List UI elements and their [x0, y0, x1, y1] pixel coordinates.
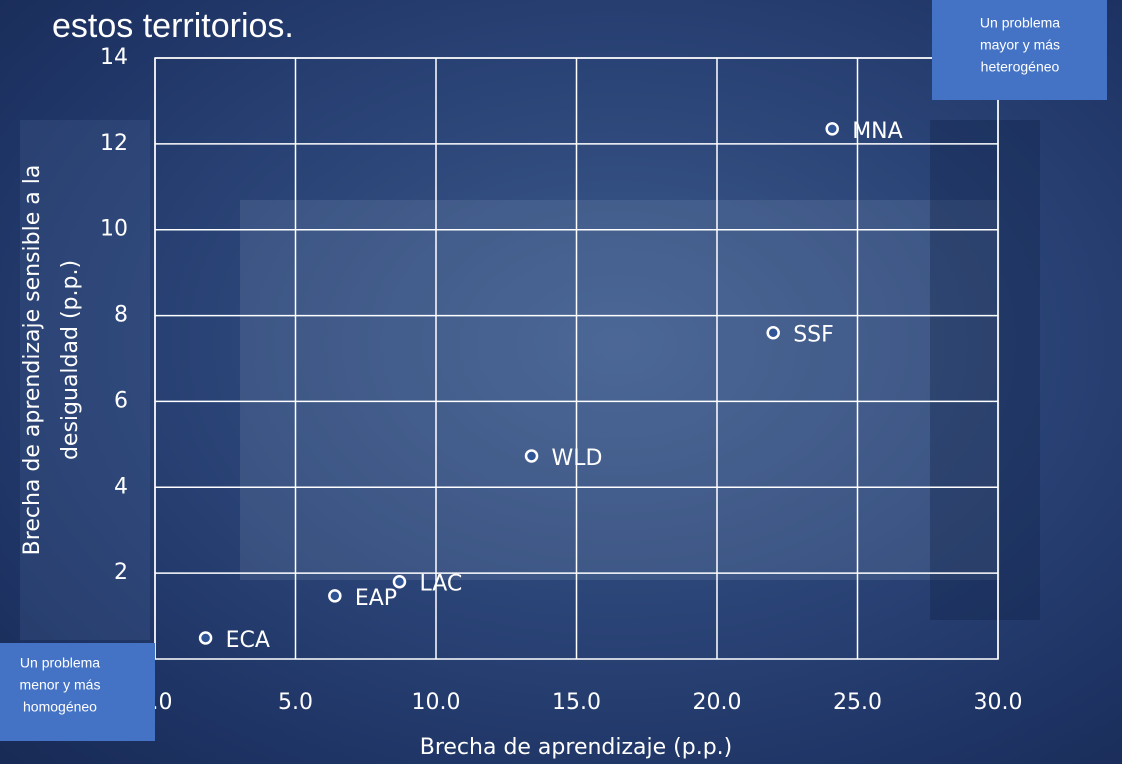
x-tick-label: 15.0 — [552, 690, 601, 715]
x-tick-label: 30.0 — [974, 690, 1023, 715]
point-label: SSF — [793, 323, 834, 348]
data-point — [524, 449, 539, 463]
annotation-text: Un problema — [20, 655, 100, 671]
photo-shade — [20, 120, 150, 640]
point-label: ECA — [226, 628, 270, 653]
x-tick-label: 25.0 — [833, 690, 882, 715]
photo-shade — [240, 200, 1000, 580]
x-tick-label: 5.0 — [278, 690, 313, 715]
annotation-box — [0, 643, 155, 741]
point-label: LAC — [419, 572, 462, 597]
annotation-text: Un problema — [980, 15, 1060, 31]
y-tick-label: 12 — [100, 131, 128, 156]
data-point — [198, 631, 213, 645]
y-tick-label: 2 — [114, 560, 128, 585]
y-tick-label: 14 — [100, 45, 128, 70]
annotation-text: mayor y más — [980, 37, 1060, 53]
photo-shade — [930, 120, 1040, 620]
data-point — [825, 122, 839, 136]
data-point — [766, 325, 780, 340]
y-tick-label: 6 — [114, 388, 128, 413]
annotation-text: heterogéneo — [981, 59, 1060, 75]
y-tick-label: 4 — [114, 474, 128, 499]
point-label: WLD — [552, 446, 603, 471]
annotation-box — [932, 0, 1107, 100]
annotation-text: homogéneo — [23, 699, 97, 715]
y-tick-label: 8 — [114, 303, 128, 328]
data-point — [328, 589, 342, 603]
x-tick-label: 20.0 — [693, 690, 742, 715]
annotation-text: menor y más — [20, 677, 101, 693]
data-point — [392, 574, 407, 589]
point-label: EAP — [355, 586, 397, 611]
x-axis-title: Brecha de aprendizaje (p.p.) — [420, 735, 733, 760]
chart-title: estos territorios. — [52, 7, 294, 45]
point-label: MNA — [852, 119, 903, 144]
y-tick-label: 10 — [100, 217, 128, 242]
y-axis-title: desigualdad (p.p.) — [58, 260, 83, 460]
x-tick-label: 10.0 — [412, 690, 461, 715]
y-axis-title: Brecha de aprendizaje sensible a la — [20, 165, 45, 556]
